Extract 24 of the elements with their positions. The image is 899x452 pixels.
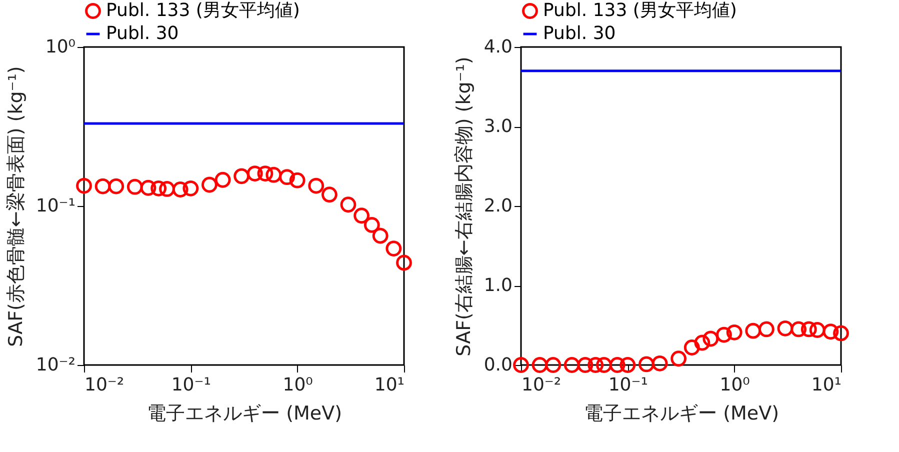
x-tick-label: 10⁻¹ <box>171 374 211 396</box>
x-tick-label: 10¹ <box>811 374 842 396</box>
x-tick-label: 10⁻² <box>84 374 124 396</box>
legend-label: Publ. 133 (男女平均値) <box>543 0 737 21</box>
y-axis-title: SAF(赤色骨髄←梁骨表面) (kg⁻¹) <box>4 66 27 347</box>
y-tick-label: 2.0 <box>484 196 512 216</box>
x-tick-label: 10⁰ <box>282 374 313 396</box>
y-tick-label: 10⁻¹ <box>36 196 76 216</box>
legend-label: Publ. 30 <box>543 23 616 44</box>
legend-label: Publ. 30 <box>106 23 179 44</box>
x-axis-title: 電子エネルギー (MeV) <box>147 402 342 424</box>
x-tick-label: 10⁻¹ <box>608 374 648 396</box>
y-tick-label: 10⁰ <box>45 36 76 58</box>
x-tick-label: 10¹ <box>374 374 404 396</box>
legend-label: Publ. 133 (男女平均値) <box>106 0 300 21</box>
y-tick-label: 0.0 <box>484 354 512 376</box>
x-axis-title: 電子エネルギー (MeV) <box>584 402 779 424</box>
y-tick-label: 1.0 <box>484 275 512 296</box>
y-tick-label: 10⁻² <box>36 354 76 376</box>
y-tick-label: 4.0 <box>484 36 512 58</box>
y-tick-label: 3.0 <box>484 116 512 137</box>
x-tick-label: 10⁻² <box>522 374 562 396</box>
x-tick-label: 10⁰ <box>720 374 750 396</box>
y-axis-title: SAF(右結腸←右結腸内容物) (kg⁻¹) <box>452 56 475 356</box>
